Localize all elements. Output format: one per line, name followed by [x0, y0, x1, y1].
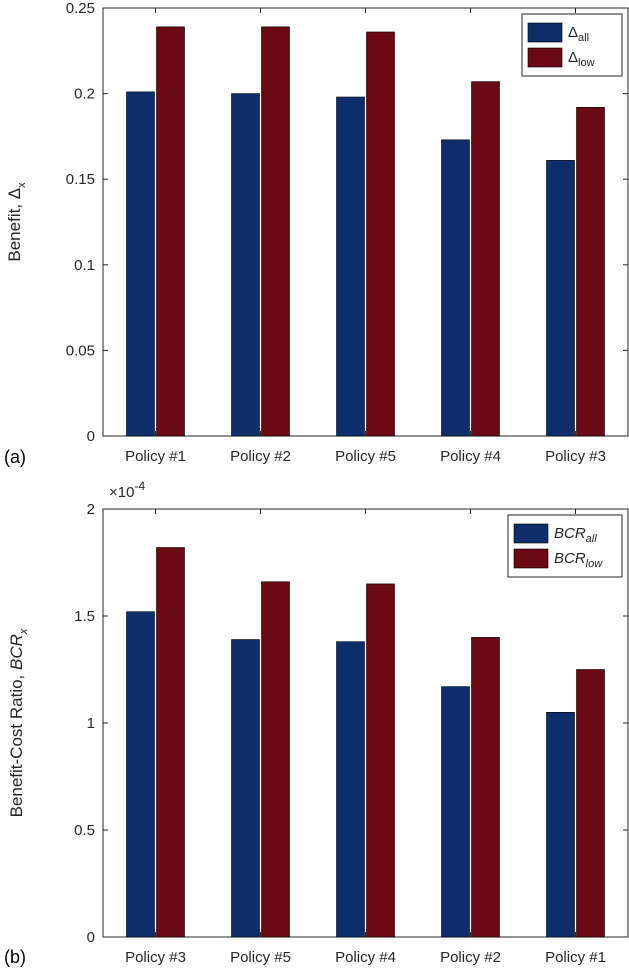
- bar-all-4: [441, 686, 470, 938]
- bar-low-4: [471, 81, 500, 437]
- x-tick-label: Policy #2: [440, 949, 501, 966]
- y-axis-label: Benefit-Cost Ratio, BCRx: [7, 628, 30, 817]
- x-tick-label: Policy #3: [545, 448, 606, 465]
- legend-swatch-low: [527, 47, 563, 68]
- y-tick-label: 0.5: [74, 822, 95, 839]
- bar-all-2: [231, 639, 260, 938]
- x-tick-label: Policy #3: [125, 949, 186, 966]
- bar-all-4: [441, 139, 470, 437]
- y-tick-label: 1: [87, 715, 95, 732]
- bar-all-2: [231, 93, 260, 437]
- bar-all-1: [126, 611, 155, 938]
- bar-low-1: [156, 547, 185, 938]
- bar-low-5: [576, 106, 605, 437]
- bar-low-1: [156, 26, 185, 437]
- y-tick-label: 0.1: [74, 257, 95, 274]
- x-tick-label: Policy #5: [230, 949, 291, 966]
- bar-all-5: [546, 711, 575, 938]
- x-tick-label: Policy #1: [545, 949, 606, 966]
- bar-all-1: [126, 91, 155, 437]
- bar-low-5: [576, 669, 605, 938]
- x-tick-label: Policy #2: [230, 448, 291, 465]
- panel-label: (b): [4, 947, 26, 967]
- y-tick-label: 0.2: [74, 86, 95, 103]
- legend-swatch-low: [513, 548, 549, 569]
- y-tick-label: 0.15: [66, 171, 95, 188]
- x-tick-label: Policy #1: [125, 448, 186, 465]
- legend-label-all: Δall: [568, 24, 589, 44]
- bar-low-3: [366, 583, 395, 938]
- bar-all-3: [336, 96, 365, 437]
- bar-all-5: [546, 160, 575, 437]
- legend: Δall Δlow: [521, 13, 623, 77]
- legend-label-all: BCRall: [554, 525, 597, 545]
- y-tick-label: 0: [87, 929, 95, 946]
- y-tick-label: 0.25: [66, 0, 95, 17]
- y-scale-factor: ×10-4: [109, 479, 145, 501]
- legend-swatch-all: [527, 22, 563, 43]
- legend-label-low: BCRlow: [554, 550, 603, 570]
- y-tick-label: 1.5: [74, 608, 95, 625]
- x-tick-label: Policy #4: [335, 949, 396, 966]
- bar-low-3: [366, 31, 395, 437]
- bar-all-3: [336, 641, 365, 938]
- legend-label-low: Δlow: [568, 49, 595, 69]
- chart-panel-a: 0 0.05 0.1 0.15 0.2 0.25 Policy #1 Policy #2 Pol…: [4, 0, 629, 467]
- legend: BCRall BCRlow: [507, 514, 623, 578]
- x-tick-label: Policy #5: [335, 448, 396, 465]
- y-tick-label: 0: [87, 428, 95, 445]
- y-tick-label: 0.05: [66, 342, 95, 359]
- panel-label: (a): [4, 447, 26, 467]
- bar-low-2: [261, 581, 290, 938]
- x-tick-label: Policy #4: [440, 448, 501, 465]
- chart-panel-b: 0 0.5 1 1.5 2 Policy #3 Policy #5 Policy #4 Poli…: [4, 479, 629, 967]
- legend-swatch-all: [513, 523, 549, 544]
- bar-low-4: [471, 637, 500, 938]
- y-tick-label: 2: [87, 501, 95, 518]
- bar-low-2: [261, 26, 290, 437]
- y-axis-label: Benefit, Δx: [5, 182, 28, 262]
